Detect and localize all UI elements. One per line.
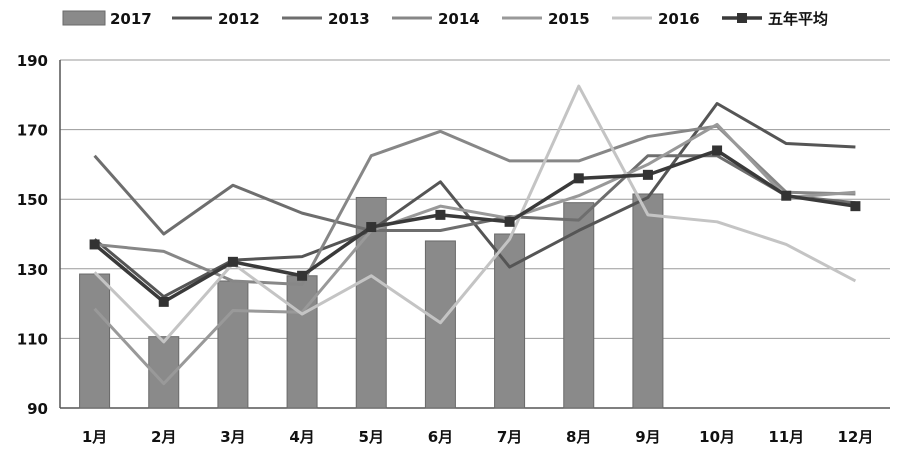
line-series [93,84,857,386]
avg-marker-8 [573,173,584,184]
y-tick-label: 150 [17,191,48,209]
x-tick-label: 12月 [837,428,873,446]
legend-label-2016: 2016 [658,10,700,28]
x-tick-label: 9月 [635,428,660,446]
legend-label-2015: 2015 [548,10,590,28]
average-series [89,145,861,307]
bar-2017-3 [217,280,249,409]
bar-series-2017 [79,193,664,409]
avg-marker-12 [850,201,861,212]
line-2012 [93,102,856,299]
legend-label-average: 五年平均 [768,10,828,28]
avg-marker-4 [297,270,308,281]
y-tick-label: 170 [17,122,48,140]
gridlines [59,59,890,409]
bar-2017-8 [563,202,595,409]
avg-marker-10 [712,145,723,156]
avg-marker-3 [227,256,238,267]
x-tick-label: 4月 [289,428,314,446]
bar-2017-6 [424,240,456,409]
y-axis-tick-labels: 90 110 130 150 170 190 [17,52,48,418]
bar-2017-1 [79,273,111,409]
avg-marker-2 [158,296,169,307]
x-tick-label: 8月 [566,428,591,446]
x-tick-label: 2月 [151,428,176,446]
legend-label-2017: 2017 [110,10,152,28]
legend-label-2014: 2014 [438,10,480,28]
line-five-year-average [93,148,856,304]
y-tick-label: 90 [27,400,48,418]
y-tick-label: 190 [17,52,48,70]
bar-2017-4 [286,275,318,409]
avg-marker-5 [366,222,377,233]
avg-marker-9 [642,169,653,180]
x-tick-label: 3月 [220,428,245,446]
x-tick-label: 10月 [699,428,735,446]
avg-marker-6 [435,209,446,220]
y-tick-label: 130 [17,261,48,279]
line-2015 [93,122,856,386]
legend-swatch-2017 [62,10,106,26]
avg-marker-11 [781,190,792,201]
legend-marker-average [737,13,747,23]
avg-marker-7 [504,216,515,227]
legend-label-2012: 2012 [218,10,260,28]
avg-marker-1 [89,239,100,250]
x-tick-label: 1月 [82,428,107,446]
line-2013 [93,154,856,236]
x-tick-label: 7月 [497,428,522,446]
x-axis-tick-labels: 1月 2月 3月 4月 5月 6月 7月 8月 9月 10月 11月 12月 [82,428,873,446]
x-tick-label: 5月 [359,428,384,446]
bar-2017-9 [632,193,664,409]
legend: 2017 2012 2013 2014 2015 2016 五年平均 [62,10,828,28]
line-2016 [93,84,857,344]
x-tick-label: 11月 [768,428,804,446]
x-tick-label: 6月 [428,428,453,446]
y-tick-label: 110 [17,330,48,348]
legend-label-2013: 2013 [328,10,370,28]
